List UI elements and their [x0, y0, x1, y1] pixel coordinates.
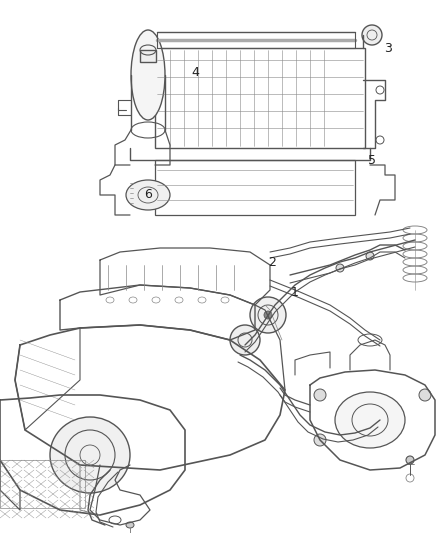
Ellipse shape	[250, 297, 286, 333]
Ellipse shape	[264, 311, 272, 319]
Ellipse shape	[336, 264, 344, 272]
Bar	[0, 460, 85, 508]
Text: 4: 4	[191, 66, 199, 78]
Ellipse shape	[406, 456, 414, 464]
Ellipse shape	[419, 389, 431, 401]
Ellipse shape	[50, 417, 130, 493]
Ellipse shape	[314, 389, 326, 401]
Ellipse shape	[335, 392, 405, 448]
Ellipse shape	[230, 325, 260, 355]
Bar	[155, 160, 355, 215]
Ellipse shape	[131, 30, 165, 120]
Ellipse shape	[314, 434, 326, 446]
Ellipse shape	[126, 522, 134, 528]
Bar	[140, 50, 156, 62]
Text: 3: 3	[384, 42, 392, 54]
Text: 6: 6	[144, 188, 152, 200]
Text: 1: 1	[291, 287, 299, 300]
Bar	[155, 48, 365, 148]
Text: 2: 2	[268, 255, 276, 269]
Ellipse shape	[366, 252, 374, 260]
Text: 5: 5	[368, 154, 376, 166]
Ellipse shape	[362, 25, 382, 45]
Ellipse shape	[126, 180, 170, 210]
